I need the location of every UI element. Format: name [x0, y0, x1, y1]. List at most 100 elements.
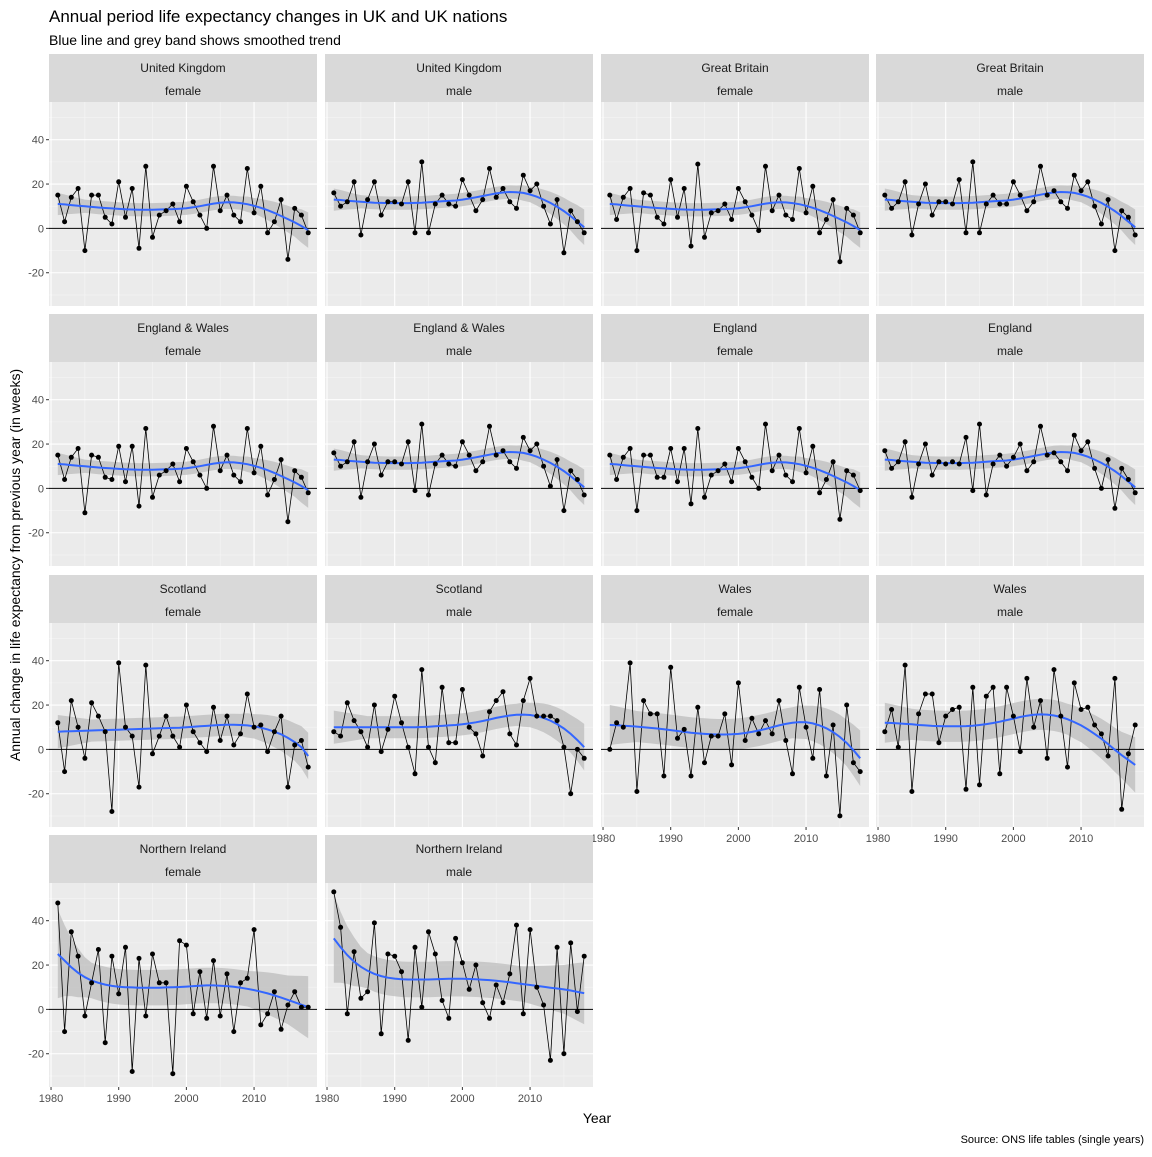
data-point — [850, 760, 856, 766]
data-point — [177, 479, 183, 485]
data-point — [292, 468, 298, 474]
data-point — [278, 1026, 284, 1032]
data-point — [803, 724, 809, 730]
x-tick-label: 1990 — [382, 1093, 406, 1105]
data-point — [568, 208, 574, 214]
facet-strip — [49, 314, 317, 362]
data-point — [432, 461, 438, 467]
data-point — [950, 707, 955, 712]
data-point — [756, 228, 762, 234]
data-point — [983, 693, 989, 699]
data-point — [204, 1015, 210, 1021]
data-point — [554, 457, 560, 463]
data-point — [790, 479, 795, 485]
data-point — [1098, 731, 1104, 737]
data-point — [75, 953, 81, 959]
y-tick-label: 20 — [32, 960, 44, 972]
data-point — [970, 684, 976, 690]
data-point — [541, 203, 547, 209]
data-point — [109, 477, 115, 482]
data-point — [561, 1051, 567, 1057]
data-point — [399, 201, 404, 207]
data-point — [68, 929, 74, 935]
data-point — [735, 680, 741, 686]
data-point — [258, 722, 264, 728]
data-point — [292, 742, 298, 748]
data-point — [331, 889, 337, 895]
data-point — [1098, 485, 1104, 491]
data-point — [109, 809, 115, 814]
data-point — [889, 707, 895, 712]
data-point — [378, 749, 384, 755]
data-point — [607, 452, 613, 458]
facet-strip — [876, 54, 1144, 102]
data-point — [129, 186, 135, 191]
facet-strip — [49, 54, 317, 102]
data-point — [817, 230, 823, 236]
data-point — [681, 726, 687, 732]
y-tick-label: 0 — [38, 1004, 44, 1016]
data-point — [1071, 172, 1077, 178]
trend-line — [57, 201, 309, 232]
data-point — [365, 459, 371, 465]
trend-band — [884, 445, 1136, 505]
data-point — [170, 733, 176, 739]
x-tick-label: 2000 — [450, 1093, 474, 1105]
data-point — [749, 715, 755, 721]
data-point — [412, 944, 418, 950]
data-point — [520, 172, 526, 178]
data-point — [889, 465, 895, 471]
facet-region-label: Great Britain — [701, 61, 768, 75]
data-point — [830, 459, 836, 465]
data-point — [278, 197, 284, 203]
facet-panel: United Kingdom male — [325, 54, 593, 306]
data-point — [634, 789, 640, 794]
data-point — [466, 452, 472, 458]
data-point — [62, 219, 68, 225]
data-point — [715, 468, 721, 474]
data-point — [823, 217, 829, 222]
data-point — [439, 684, 445, 690]
data-point — [453, 463, 459, 469]
data-line — [57, 166, 309, 260]
data-point — [837, 516, 843, 522]
data-point — [459, 687, 465, 692]
facet-sex-label: female — [165, 344, 201, 358]
trend-line — [333, 937, 585, 995]
data-point — [514, 922, 519, 928]
data-point — [358, 232, 364, 238]
y-tick-label: -20 — [28, 528, 44, 540]
data-point — [298, 1004, 304, 1010]
data-point — [244, 691, 250, 697]
data-point — [1010, 179, 1016, 185]
data-point — [1038, 423, 1043, 429]
data-point — [547, 483, 553, 489]
data-point — [514, 742, 519, 748]
data-point — [776, 452, 782, 458]
data-point — [1065, 764, 1070, 770]
data-point — [1078, 188, 1084, 194]
data-point — [473, 962, 479, 968]
data-point — [150, 751, 155, 757]
data-point — [956, 704, 962, 710]
data-point — [392, 459, 398, 465]
data-point — [453, 935, 459, 941]
data-point — [392, 199, 398, 205]
data-point — [163, 468, 169, 474]
data-point — [170, 1071, 176, 1077]
data-point — [136, 503, 142, 509]
data-point — [661, 474, 667, 480]
data-point — [177, 938, 183, 944]
data-point — [708, 472, 714, 478]
data-point — [378, 1031, 384, 1037]
data-point — [453, 203, 459, 209]
facet-sex-label: male — [446, 84, 472, 98]
x-tick-label: 2000 — [1001, 833, 1025, 845]
data-point — [426, 492, 431, 498]
x-tick-label: 2010 — [794, 833, 818, 845]
data-point — [963, 434, 969, 440]
data-point — [803, 470, 809, 476]
data-point — [916, 461, 922, 467]
data-point — [298, 738, 304, 743]
data-point — [681, 186, 687, 191]
